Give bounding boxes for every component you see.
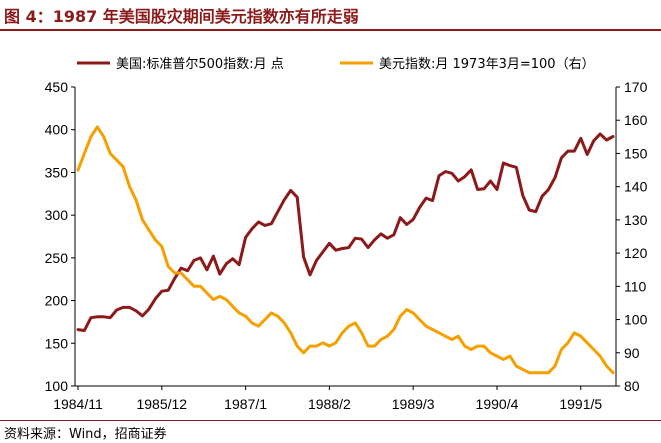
left-tick-label: 450 xyxy=(45,79,69,95)
x-tick-label: 1984/11 xyxy=(53,396,103,412)
page-title: 图 4：1987 年美国股灾期间美元指数亦有所走弱 xyxy=(4,7,359,26)
legend: 美国:标准普尔500指数:月 点 美元指数:月 1973年3月=100（右） xyxy=(77,57,595,72)
x-tick-label: 1990/4 xyxy=(476,396,519,412)
legend-label-sp500: 美国:标准普尔500指数:月 点 xyxy=(116,57,284,72)
left-tick-label: 400 xyxy=(45,122,69,138)
left-tick-label: 350 xyxy=(45,164,69,180)
title-bar: 图 4：1987 年美国股灾期间美元指数亦有所走弱 xyxy=(0,0,661,31)
right-tick-label: 100 xyxy=(624,312,648,328)
x-tick-label: 1987/1 xyxy=(224,396,267,412)
right-tick-label: 90 xyxy=(624,345,640,361)
series-line-dxy xyxy=(76,125,615,375)
source-divider xyxy=(0,420,661,421)
x-tick-label: 1985/12 xyxy=(136,396,187,412)
left-tick-label: 250 xyxy=(45,250,69,266)
right-tick-label: 120 xyxy=(624,245,648,261)
legend-label-dxy: 美元指数:月 1973年3月=100（右） xyxy=(379,57,595,72)
right-tick-label: 150 xyxy=(624,145,648,161)
right-tick-label: 110 xyxy=(624,278,647,294)
left-tick-label: 300 xyxy=(45,207,69,223)
left-tick-label: 200 xyxy=(45,293,69,309)
source-note: 资料来源：Wind，招商证券 xyxy=(4,427,167,442)
axes xyxy=(74,87,617,387)
x-axis-ticks: 1984/11 1985/12 1987/1 1988/2 1989/3 1990/4 19… xyxy=(53,386,602,412)
x-tick-label: 1991/5 xyxy=(559,396,602,412)
right-tick-label: 170 xyxy=(624,79,648,95)
left-axis-ticks: 100 150 200 250 300 350 400 450 xyxy=(45,79,75,394)
right-axis-ticks: 80 90 100 110 120 130 140 150 160 170 xyxy=(616,79,648,394)
x-tick-label: 1988/2 xyxy=(308,396,351,412)
right-tick-label: 80 xyxy=(624,378,640,394)
title-underline xyxy=(0,29,661,31)
series-group xyxy=(76,125,615,375)
right-tick-label: 160 xyxy=(624,112,648,128)
left-tick-label: 150 xyxy=(45,335,69,351)
right-tick-label: 140 xyxy=(624,179,648,195)
right-tick-label: 130 xyxy=(624,212,648,228)
left-tick-label: 100 xyxy=(45,378,69,394)
x-tick-label: 1989/3 xyxy=(392,396,435,412)
series-line-sp500 xyxy=(76,132,615,332)
